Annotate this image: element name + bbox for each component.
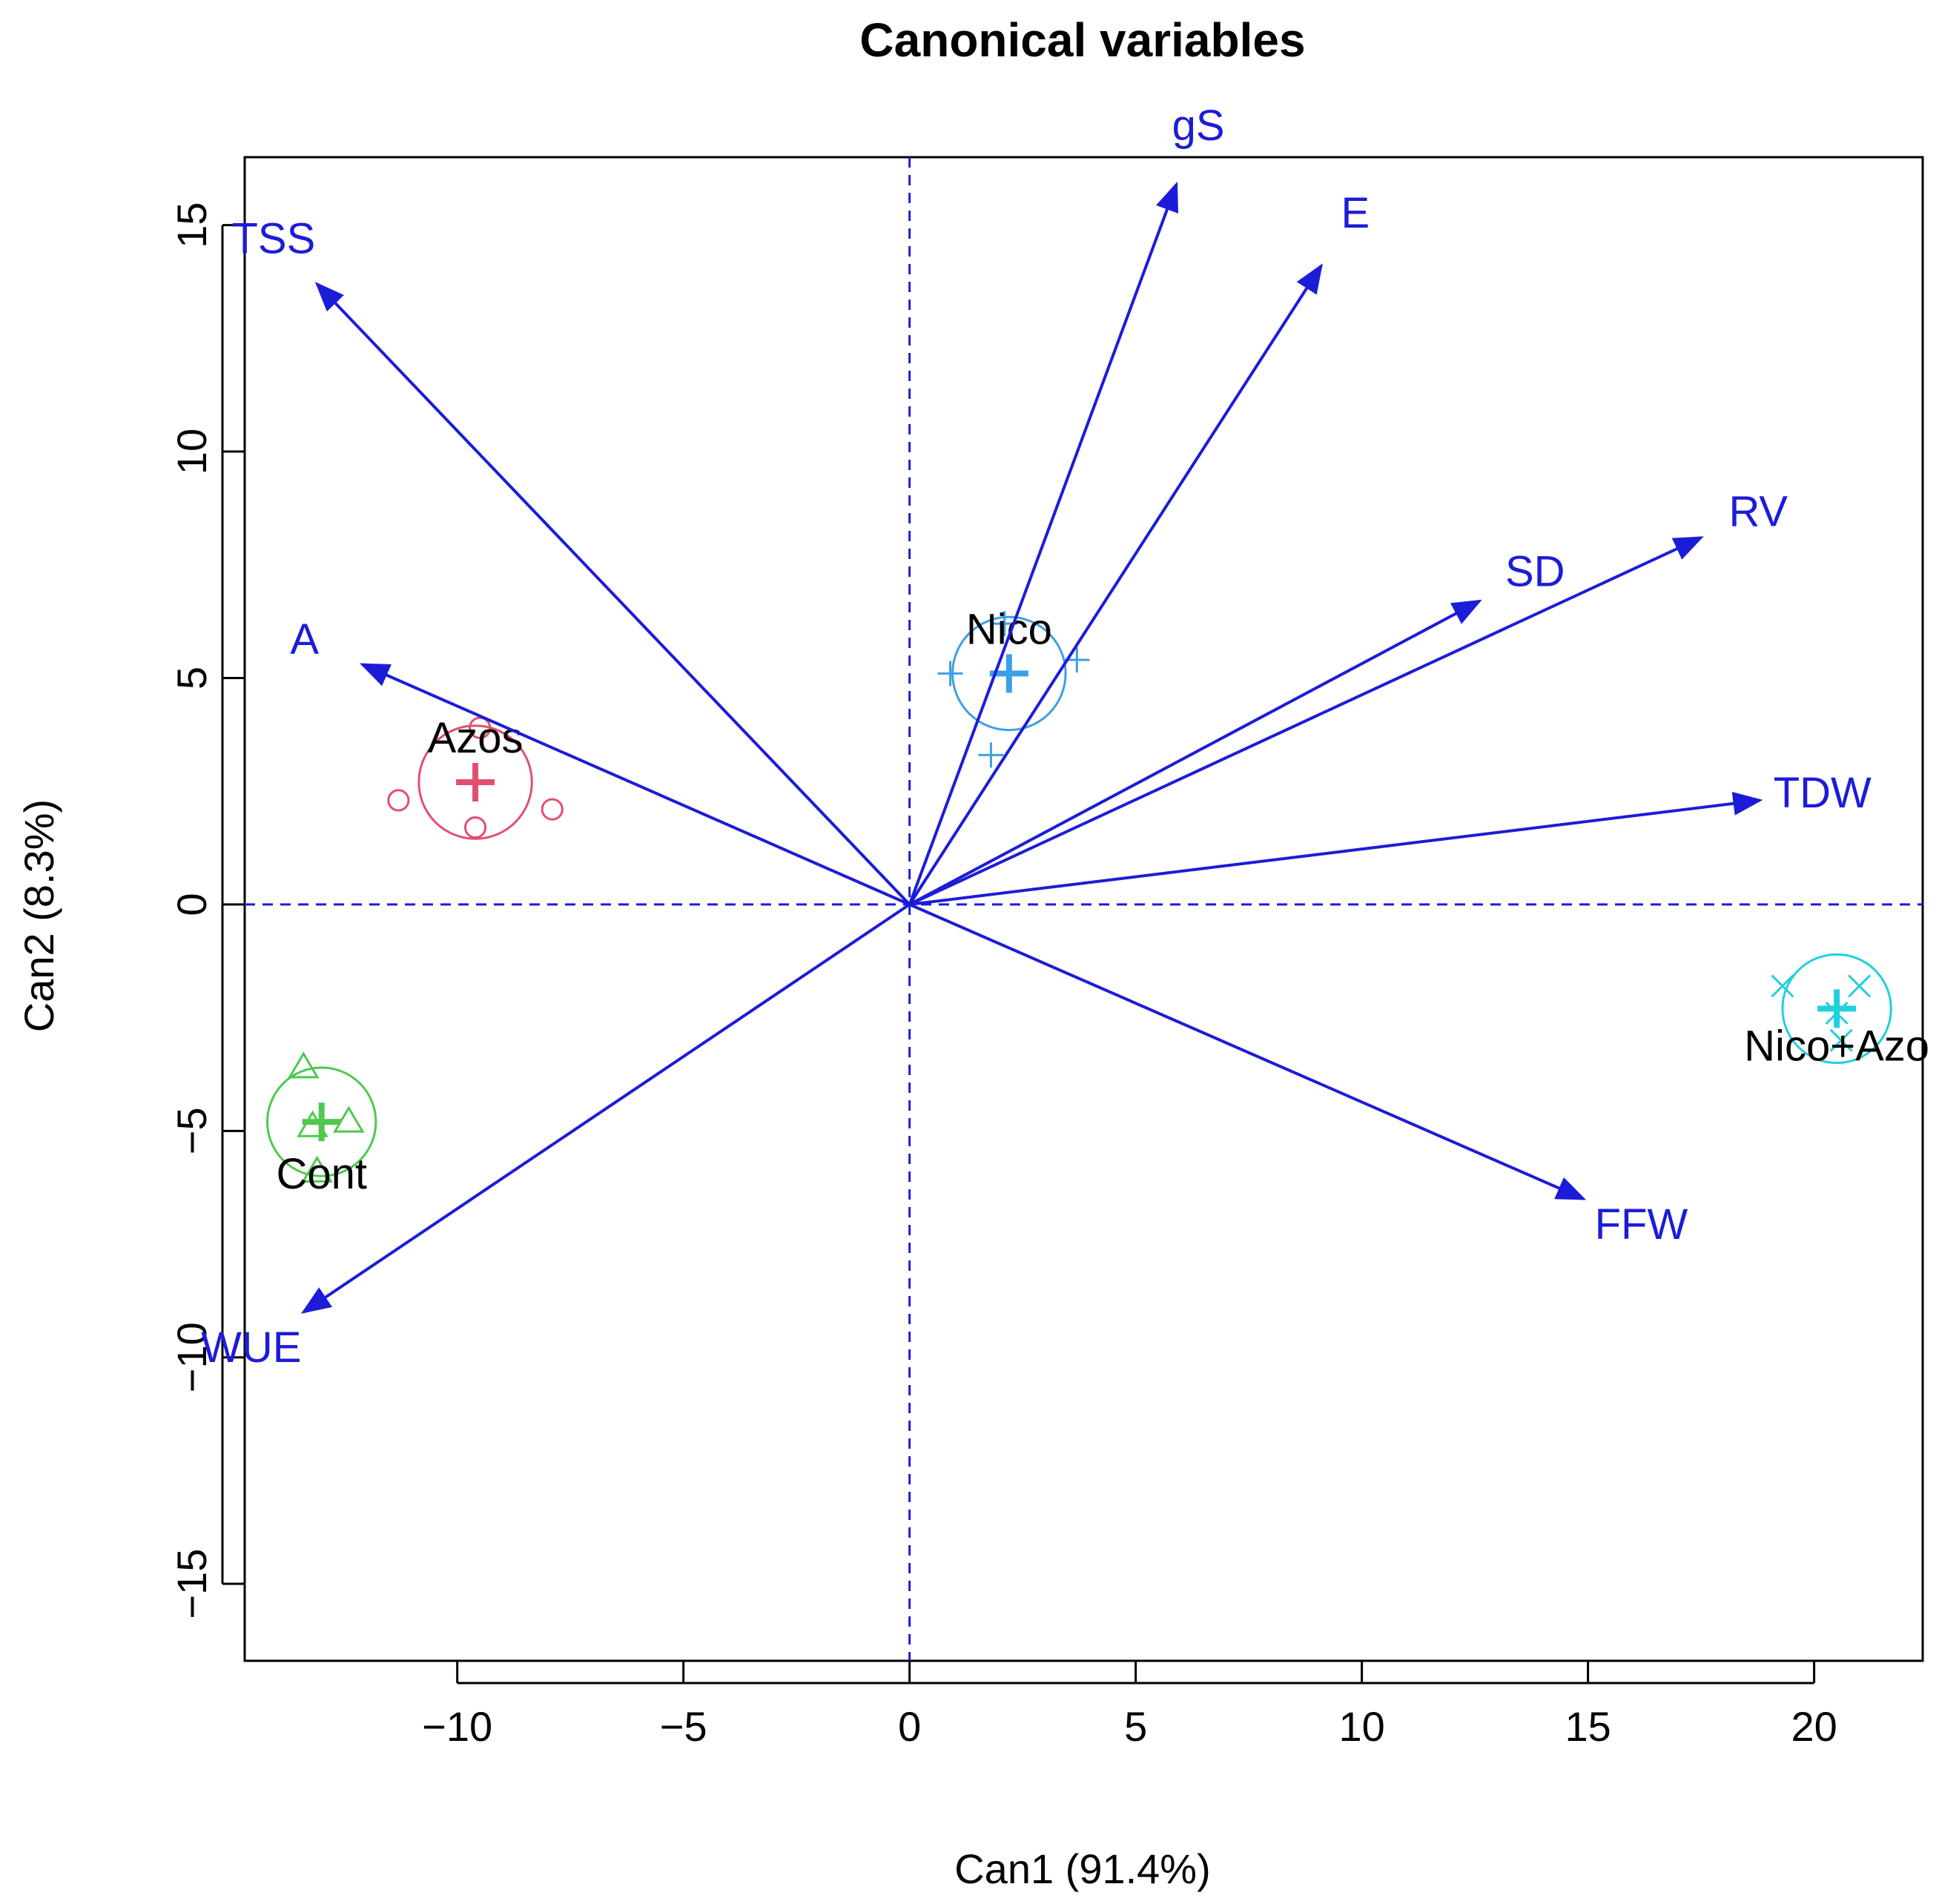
y-tick-label: −5 xyxy=(168,1107,215,1154)
group-centroid xyxy=(456,762,495,801)
x-tick-label: −10 xyxy=(422,1703,492,1750)
vector-wue: WUE xyxy=(201,903,911,1372)
vector-label: gS xyxy=(1172,102,1225,150)
group-point xyxy=(387,789,410,812)
y-axis: −15 −10 −5 0 5 10 15 xyxy=(168,202,245,1619)
vector-ffw: FFW xyxy=(908,903,1688,1249)
vector-arrow xyxy=(908,181,1179,905)
group-circle xyxy=(265,1066,377,1177)
group-centroid xyxy=(302,1103,341,1142)
group-centroid xyxy=(1817,989,1857,1028)
y-tick-label: 5 xyxy=(168,667,215,690)
vector-arrow xyxy=(909,791,1763,906)
vector-arrow xyxy=(908,536,1704,906)
vector-a: A xyxy=(290,615,911,906)
group-circle xyxy=(417,724,533,840)
x-tick-label: 20 xyxy=(1791,1703,1837,1750)
group-point xyxy=(469,716,492,739)
group-cont: Cont xyxy=(265,1051,377,1198)
y-tick-label: 0 xyxy=(168,893,215,916)
x-axis-label: Can1 (91.4%) xyxy=(954,1845,1211,1892)
group-label: Cont xyxy=(276,1150,367,1198)
vector-arrow xyxy=(314,282,911,906)
vectors-layer: TSS gS E RV SD A TDW FFW WUE xyxy=(201,102,1872,1372)
x-tick-label: −5 xyxy=(660,1703,707,1750)
y-tick-label: −10 xyxy=(168,1322,215,1392)
vector-label: A xyxy=(290,615,319,664)
vector-arrow xyxy=(908,599,1482,906)
vector-rv: RV xyxy=(908,487,1788,906)
vector-tss: TSS xyxy=(231,215,911,906)
reference-lines xyxy=(245,157,1923,1661)
group-point xyxy=(332,1105,365,1133)
vector-arrow xyxy=(359,663,911,906)
group-point xyxy=(1829,1028,1853,1052)
group-circle xyxy=(1781,953,1892,1065)
x-axis: −10 −5 0 5 10 15 20 xyxy=(422,1661,1837,1750)
vector-label: TDW xyxy=(1774,769,1872,817)
vector-label: FFW xyxy=(1595,1200,1688,1249)
vector-sd: SD xyxy=(908,548,1565,906)
group-label: Nico xyxy=(966,605,1052,653)
group-point xyxy=(937,661,963,687)
chart-title: Canonical variables xyxy=(859,13,1305,67)
group-label: Nico+Azo xyxy=(1744,1022,1929,1070)
x-tick-label: 0 xyxy=(898,1703,921,1750)
plot-frame xyxy=(243,156,1924,1662)
group-point xyxy=(301,1155,333,1183)
group-label: Azos xyxy=(428,714,523,762)
vector-arrow xyxy=(908,903,1587,1200)
y-tick-label: 15 xyxy=(168,202,215,248)
x-tick-label: 15 xyxy=(1565,1703,1611,1750)
vector-label: E xyxy=(1341,189,1370,237)
vector-tdw: TDW xyxy=(909,769,1872,906)
vector-gs: gS xyxy=(908,102,1225,905)
vector-e: E xyxy=(908,189,1370,905)
group-point xyxy=(1848,974,1872,998)
y-tick-label: 10 xyxy=(168,429,215,475)
group-point xyxy=(1771,974,1794,998)
vector-label: TSS xyxy=(231,215,315,263)
group-point xyxy=(541,798,564,821)
group-point xyxy=(978,742,1004,768)
y-tick-label: −15 xyxy=(168,1549,215,1619)
vector-arrow xyxy=(908,263,1323,905)
vector-label: WUE xyxy=(201,1323,301,1372)
y-axis-label: Can2 (8.3%) xyxy=(16,799,62,1032)
x-tick-label: 5 xyxy=(1124,1703,1147,1750)
group-point xyxy=(463,816,487,839)
group-nico-azo: Nico+Azo xyxy=(1744,953,1929,1070)
vector-label: SD xyxy=(1505,548,1565,596)
groups-layer: Nico Azos Cont Nico+Azo xyxy=(265,605,1929,1198)
vector-arrow xyxy=(300,903,911,1314)
vector-label: RV xyxy=(1728,487,1788,535)
group-azos: Azos xyxy=(387,714,564,840)
x-tick-label: 10 xyxy=(1338,1703,1384,1750)
group-point xyxy=(287,1051,320,1079)
